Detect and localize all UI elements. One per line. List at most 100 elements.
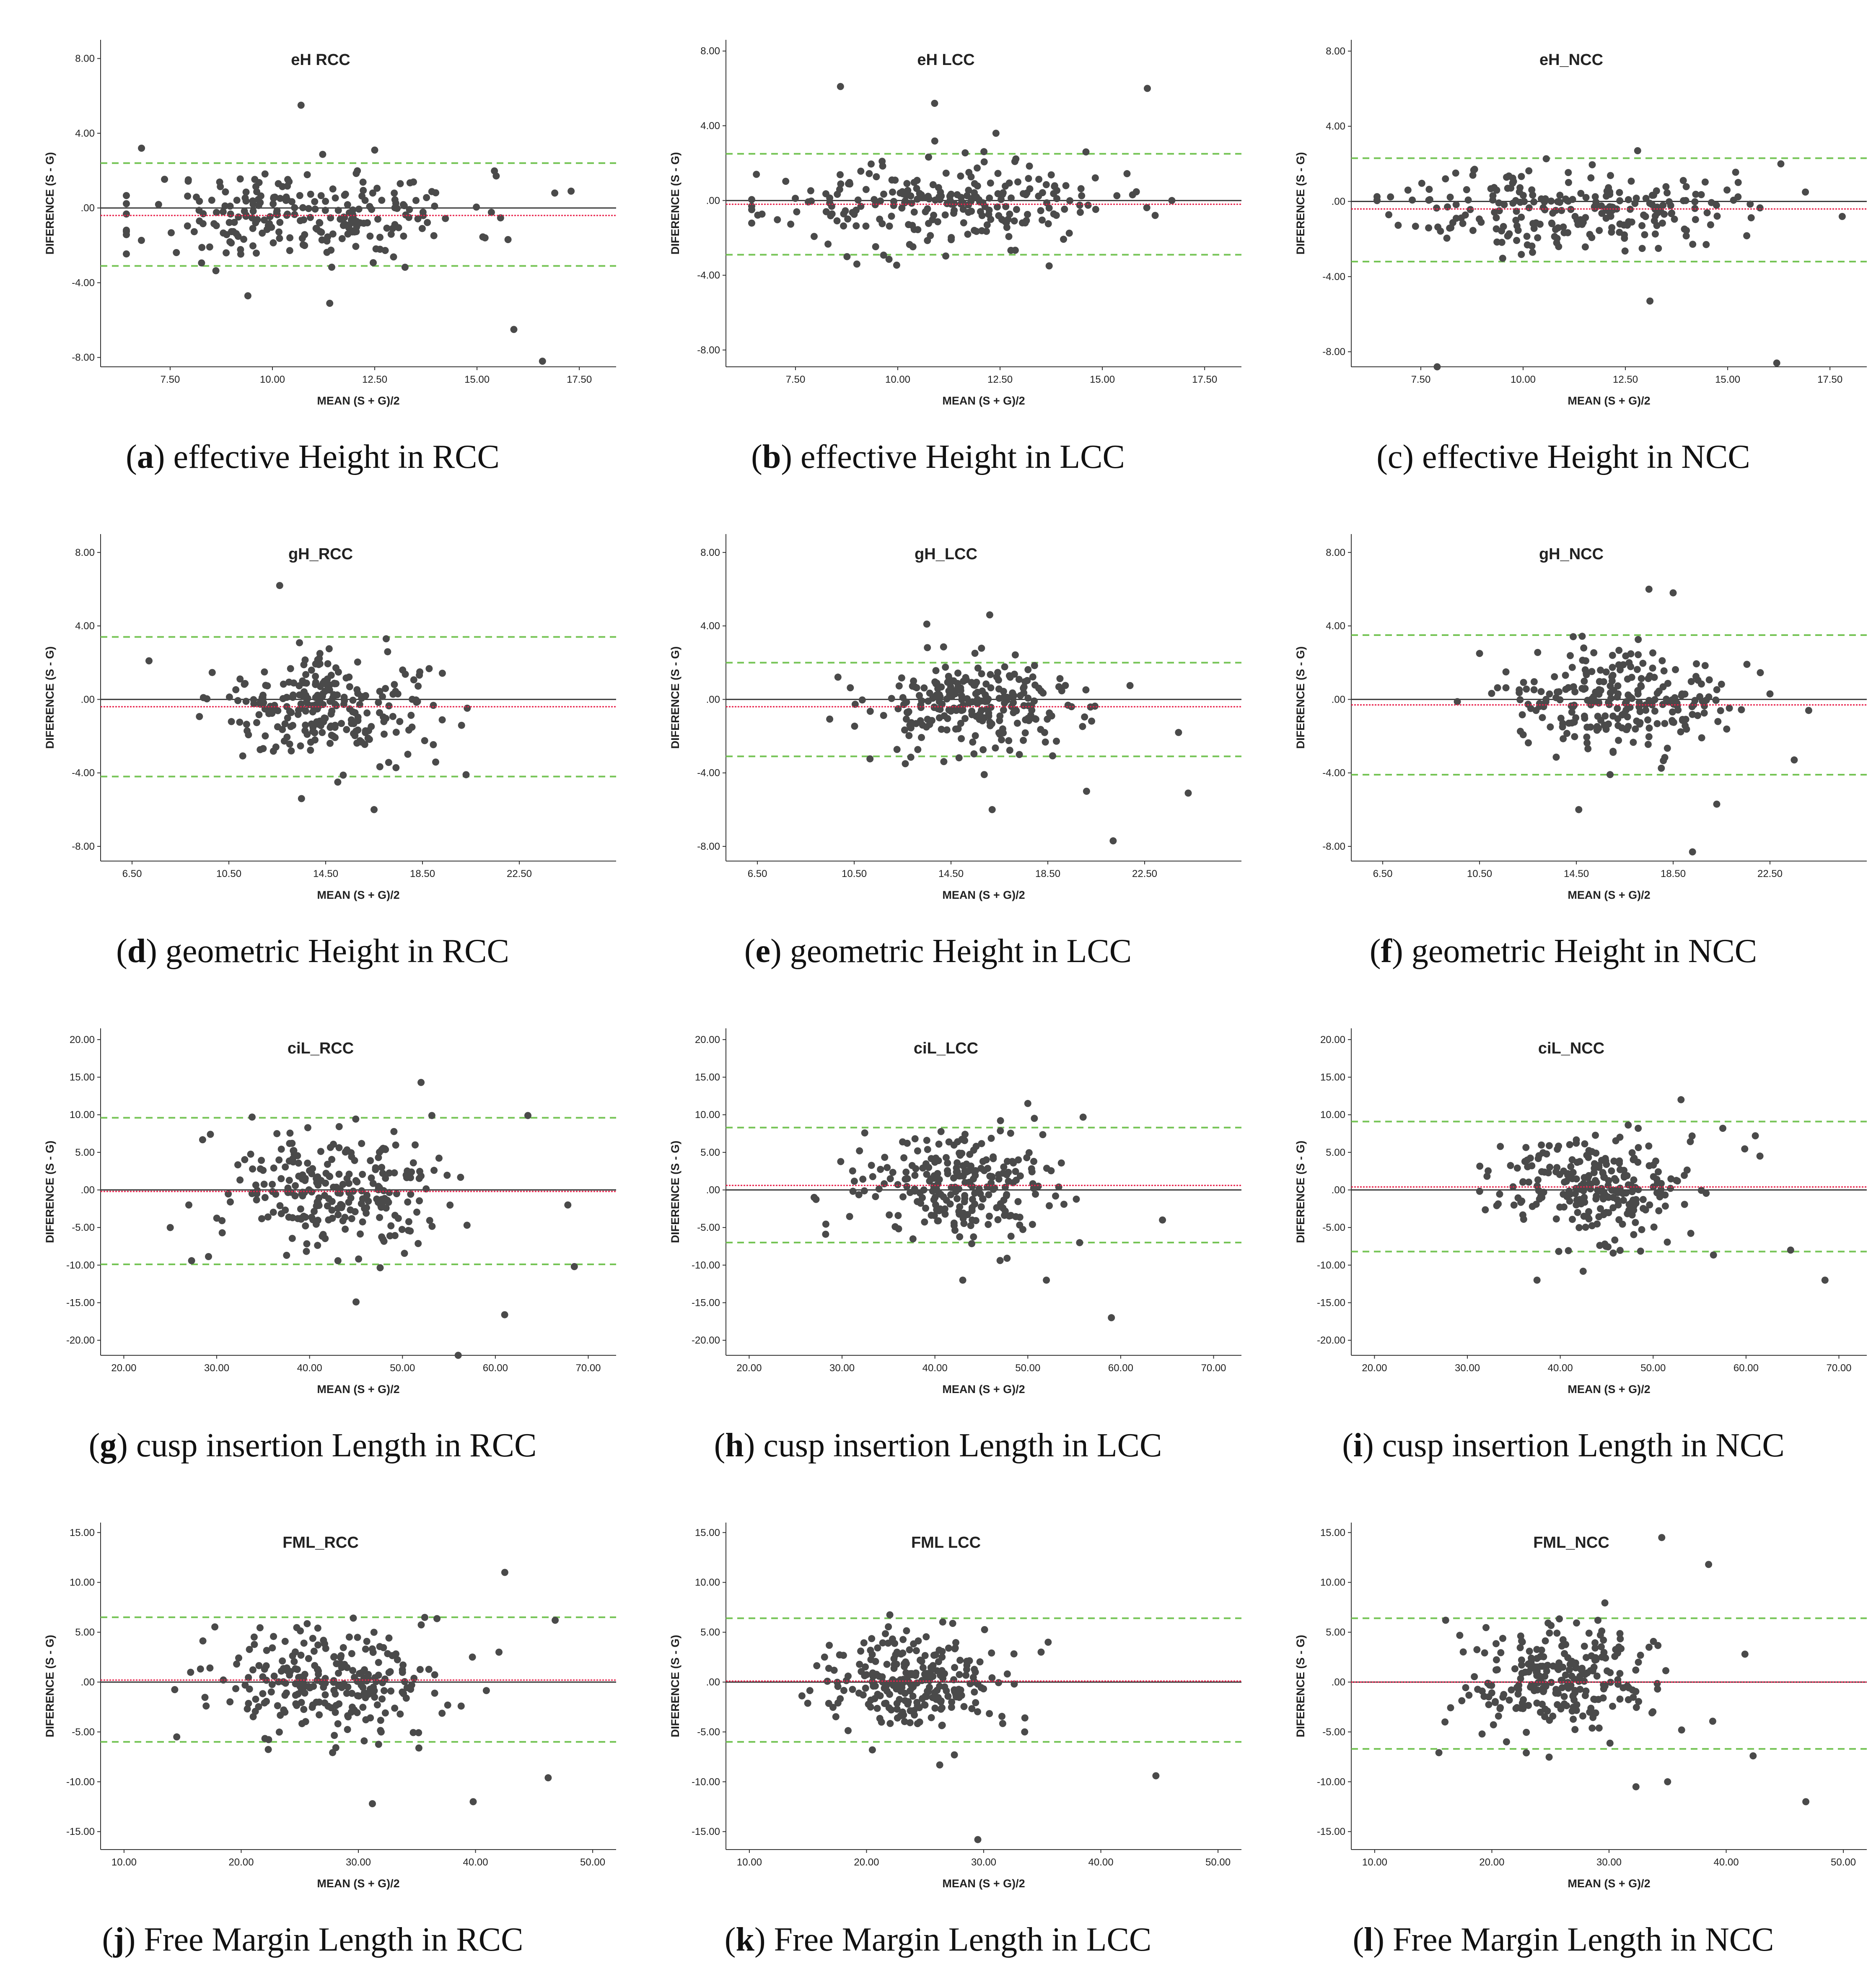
data-point xyxy=(1591,1639,1599,1647)
panel-caption: (c) effective Height in NCC xyxy=(1376,438,1750,475)
data-point xyxy=(385,759,392,766)
data-point xyxy=(203,695,211,703)
data-point xyxy=(1493,1666,1501,1673)
data-point xyxy=(350,1614,357,1622)
data-point xyxy=(1681,1201,1688,1208)
data-point xyxy=(1529,249,1536,256)
scatter-points xyxy=(166,1079,578,1359)
data-point xyxy=(249,1666,257,1673)
data-point xyxy=(1008,1158,1016,1165)
data-point xyxy=(916,1718,923,1726)
data-point xyxy=(334,1257,342,1264)
y-axis-label: DIFERENCE (S - G) xyxy=(669,152,681,255)
data-point xyxy=(1091,174,1099,182)
data-point xyxy=(1042,181,1050,188)
panel-letter: b xyxy=(762,438,781,475)
data-point xyxy=(967,1680,974,1687)
data-point xyxy=(285,1177,293,1184)
data-point xyxy=(988,806,996,813)
data-point xyxy=(1645,586,1653,593)
data-point xyxy=(1006,210,1013,218)
data-point xyxy=(872,1658,879,1665)
data-point xyxy=(888,213,895,220)
data-point xyxy=(289,1214,296,1222)
data-point xyxy=(826,1642,833,1649)
data-point xyxy=(1747,214,1755,221)
data-point xyxy=(1712,696,1720,704)
data-point xyxy=(880,252,887,259)
data-point xyxy=(1109,837,1117,845)
data-point xyxy=(323,249,331,256)
data-point xyxy=(1609,1702,1616,1710)
data-point xyxy=(1511,1665,1518,1673)
panel-caption-text: cusp insertion Length in NCC xyxy=(1382,1427,1785,1464)
data-point xyxy=(1602,668,1610,676)
data-point xyxy=(362,727,369,734)
data-point xyxy=(1609,1249,1617,1257)
data-point xyxy=(849,209,856,216)
data-point xyxy=(959,1276,967,1284)
data-point xyxy=(432,758,439,766)
data-point xyxy=(428,1222,436,1230)
data-point xyxy=(199,1136,206,1144)
data-point xyxy=(298,795,305,802)
data-point xyxy=(894,1181,902,1188)
data-point xyxy=(247,1150,254,1158)
data-point xyxy=(316,1711,323,1719)
data-point xyxy=(319,701,327,708)
data-point xyxy=(1601,1599,1609,1607)
data-point xyxy=(808,197,815,205)
data-point xyxy=(1013,206,1020,213)
data-point xyxy=(934,1217,941,1225)
data-point xyxy=(377,1717,384,1724)
data-point xyxy=(932,1155,940,1162)
data-point xyxy=(313,693,321,700)
data-point xyxy=(1502,684,1510,692)
data-point xyxy=(564,1201,572,1209)
data-point xyxy=(257,698,264,705)
data-point xyxy=(296,639,303,646)
data-point xyxy=(376,1149,383,1156)
data-point xyxy=(918,734,925,741)
data-point xyxy=(921,1218,928,1226)
data-point xyxy=(1638,1226,1645,1233)
data-point xyxy=(1144,85,1151,92)
data-point xyxy=(345,673,353,681)
data-point xyxy=(1518,1670,1526,1677)
data-point xyxy=(1679,177,1687,184)
data-point xyxy=(1570,683,1577,690)
data-point xyxy=(898,674,905,682)
data-point xyxy=(295,1160,302,1167)
data-point xyxy=(1534,649,1542,656)
data-point xyxy=(959,205,967,213)
data-point xyxy=(317,1148,324,1155)
data-point xyxy=(1560,1203,1568,1211)
data-point xyxy=(971,1688,978,1696)
data-point xyxy=(825,1665,832,1672)
data-point xyxy=(1568,702,1575,710)
data-point xyxy=(1060,1201,1068,1208)
data-point xyxy=(1632,725,1639,733)
data-point xyxy=(1640,211,1648,219)
data-point xyxy=(407,1174,414,1181)
y-tick-label: 5.00 xyxy=(75,1627,95,1638)
data-point xyxy=(1581,677,1588,685)
data-point xyxy=(363,1191,371,1199)
data-point xyxy=(252,1695,259,1703)
data-point xyxy=(1669,718,1676,726)
data-point xyxy=(310,1683,317,1690)
data-point xyxy=(1601,712,1609,720)
data-point xyxy=(1644,716,1651,724)
data-point xyxy=(359,179,367,186)
y-tick-label: -5.00 xyxy=(72,1222,95,1233)
data-point xyxy=(1505,1697,1513,1704)
data-point xyxy=(1076,202,1083,209)
y-tick-label: .00 xyxy=(81,1185,95,1196)
data-point xyxy=(1003,1670,1011,1678)
data-point xyxy=(262,732,269,739)
data-point xyxy=(974,1836,982,1843)
data-point xyxy=(389,713,396,720)
data-point xyxy=(1579,1712,1586,1720)
data-point xyxy=(1545,1754,1553,1761)
data-point xyxy=(1442,1616,1449,1624)
